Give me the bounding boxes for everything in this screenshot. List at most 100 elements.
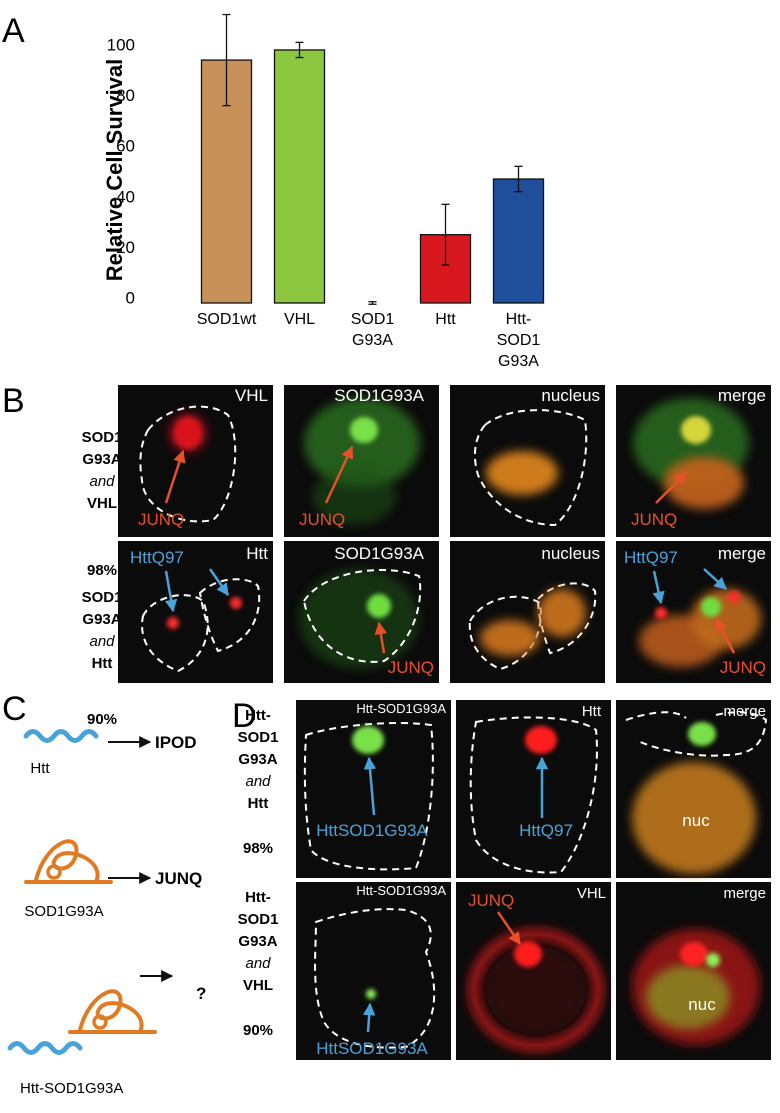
arrow	[655, 472, 687, 504]
micrograph-bg	[118, 385, 273, 537]
micrograph: nucleus	[450, 541, 605, 683]
arrow	[362, 1002, 376, 1033]
destination-label: JUNQ	[155, 869, 202, 888]
annotation: HttSOD1G93A	[316, 821, 428, 840]
channel-label: merge	[723, 703, 766, 720]
signal	[480, 620, 540, 656]
x-tick-label: VHL	[284, 311, 315, 328]
cell-outline	[469, 716, 598, 874]
condition-label: G93A	[238, 751, 277, 768]
sod1-core	[92, 1014, 108, 1030]
annotation: JUNQ	[631, 510, 677, 529]
micrograph-bg	[296, 700, 451, 878]
condition-label: G93A	[238, 933, 277, 950]
signal	[701, 597, 721, 617]
signal	[299, 569, 419, 669]
signal	[706, 953, 720, 967]
channel-label: SOD1G93A	[334, 386, 424, 405]
signal	[525, 726, 557, 754]
annotation: JUNQ	[388, 658, 434, 677]
error-bar	[222, 13, 231, 107]
annotation: JUNQ	[468, 891, 514, 910]
annotation: nuc	[688, 995, 716, 1014]
channel-label: Htt	[246, 544, 268, 563]
panel-label: B	[2, 382, 25, 420]
signal	[312, 469, 396, 525]
micrograph-bg	[296, 882, 451, 1060]
arrow	[652, 570, 665, 605]
condition-label: SOD1	[238, 729, 279, 746]
micrograph: nucleus	[450, 385, 605, 537]
condition-label: SOD1	[238, 911, 279, 928]
x-tick-label: Htt-	[506, 311, 532, 328]
condition-label: G93A	[82, 611, 121, 628]
panel-label: D	[232, 697, 257, 735]
error-bar	[441, 203, 450, 266]
y-tick-label: 0	[126, 288, 135, 307]
cell-outline	[139, 405, 237, 523]
condition-label: and	[245, 955, 271, 972]
signal	[538, 589, 586, 637]
x-tick-label: G93A	[498, 353, 539, 370]
arrow	[496, 911, 522, 946]
arrow	[374, 621, 388, 654]
channel-label: nucleus	[541, 544, 600, 563]
cell-outline	[625, 711, 768, 757]
micrograph-bg	[456, 700, 611, 878]
signal	[688, 722, 716, 746]
signal	[230, 597, 242, 609]
y-tick-label: 80	[116, 86, 135, 105]
annotation: JUNQ	[720, 658, 766, 677]
cell-outline	[303, 722, 434, 871]
percent-label: 90%	[87, 711, 117, 728]
signal	[167, 617, 179, 629]
channel-label: VHL	[235, 386, 268, 405]
condition-label: Htt	[248, 795, 269, 812]
condition-label: and	[89, 473, 115, 490]
htt-schematic	[23, 729, 99, 743]
signal	[681, 416, 711, 444]
condition-label: and	[89, 633, 115, 650]
y-axis-title: Relative Cell Survival	[102, 59, 127, 282]
x-tick-label: G93A	[352, 332, 393, 349]
signal	[168, 413, 208, 453]
y-tick-label: 40	[116, 187, 135, 206]
protein-label: Htt-SOD1G93A	[20, 1080, 123, 1097]
annotation: JUNQ	[299, 510, 345, 529]
micrograph: merge nuc	[616, 700, 771, 878]
condition-label: Htt	[92, 655, 113, 672]
cell-outline	[468, 595, 542, 671]
micrograph: merge HttQ97 JUNQ	[616, 541, 771, 683]
error-bar	[514, 165, 523, 193]
condition-label: VHL	[243, 977, 273, 994]
signal	[514, 941, 542, 967]
cell-outline	[314, 908, 436, 1049]
annotation: HttQ97	[519, 821, 573, 840]
y-tick-label: 100	[107, 35, 135, 54]
channel-label: merge	[723, 885, 766, 902]
arrow	[208, 568, 230, 597]
htt-schematic	[7, 1041, 83, 1055]
cell-outline	[536, 582, 597, 655]
arrow	[703, 568, 727, 590]
destination-label: IPOD	[155, 733, 197, 752]
x-tick-label: SOD1	[351, 311, 395, 328]
percent-label: 98%	[243, 840, 273, 857]
x-tick-label: SOD1wt	[197, 311, 257, 328]
cell-outline	[302, 569, 422, 663]
channel-label: Htt-SOD1G93A	[356, 701, 446, 716]
arrow	[164, 449, 186, 504]
channel-label: nucleus	[541, 386, 600, 405]
channel-label: merge	[718, 386, 766, 405]
y-tick-label: 20	[116, 238, 135, 257]
signal	[486, 946, 586, 1034]
arrow	[714, 617, 736, 654]
protein-label: SOD1G93A	[24, 903, 103, 920]
micrograph: SOD1G93A JUNQ	[284, 541, 439, 683]
condition-label: SOD1	[82, 589, 123, 606]
bar	[492, 178, 545, 304]
signal	[646, 965, 730, 1029]
condition-label: VHL	[87, 495, 117, 512]
